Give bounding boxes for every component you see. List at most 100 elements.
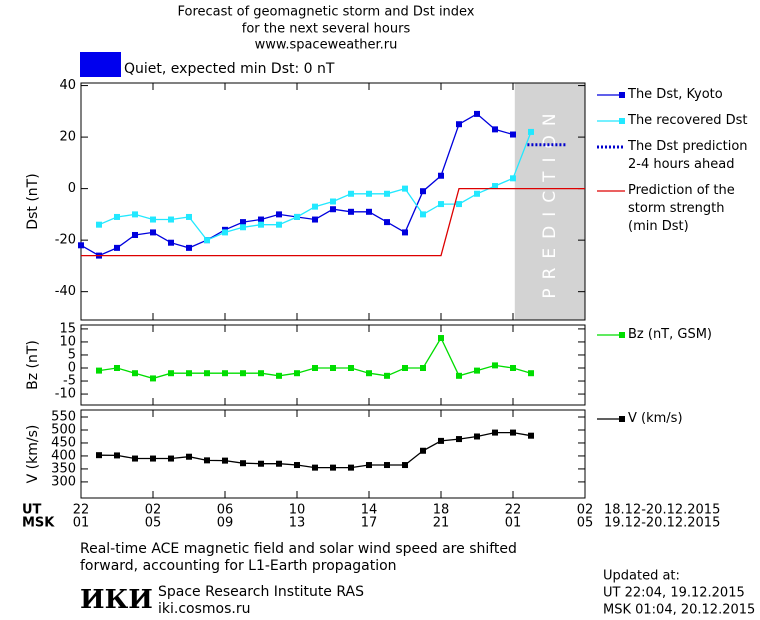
updated-msk: MSK 01:04, 20.12.2015 [603,603,755,618]
marker [186,213,192,220]
marker [312,464,318,471]
y-tick-label: 0 [68,181,76,196]
x-tick-label: 01 [73,516,90,531]
y-tick-label: 15 [59,321,76,336]
msk-label: MSK [22,516,55,531]
marker [348,364,354,371]
y-axis-label: V (km/s) [25,425,41,484]
marker [492,429,498,436]
x-tick-label: 13 [289,516,306,531]
x-tick-label: 05 [577,516,594,531]
institute: Space Research Institute RAS [158,584,364,600]
marker [456,436,462,443]
marker [420,211,426,218]
marker [420,364,426,371]
marker [384,190,390,197]
x-tick-label: 06 [217,503,234,518]
marker [492,183,498,190]
marker [258,370,264,377]
x-tick-label: 02 [145,503,162,518]
marker [132,211,138,218]
x-tick-label: 22 [505,503,522,518]
title-line: for the next several hours [242,22,411,37]
marker [384,462,390,469]
marker [330,198,336,205]
marker [366,462,372,469]
marker [348,464,354,471]
marker [240,460,246,467]
note-line: forward, accounting for L1-Earth propaga… [80,558,397,574]
marker [294,213,300,220]
marker [150,229,156,236]
marker [186,370,192,377]
marker [528,370,534,377]
marker [420,447,426,454]
marker [258,221,264,228]
y-tick-label: 20 [59,130,76,145]
marker [312,216,318,223]
marker [168,455,174,462]
legend-label: The Dst prediction 2-4 hours ahead [628,139,748,172]
msk-range: 19.12-20.12.2015 [604,516,720,531]
marker [96,221,102,228]
updated-ut: UT 22:04, 19.12.2015 [603,586,745,601]
marker [222,370,228,377]
marker [312,364,318,371]
legend-label: Bz (nT, GSM) [628,327,713,342]
y-tick-label: 40 [59,78,76,93]
marker [222,457,228,464]
marker [150,375,156,382]
marker [204,237,210,244]
legend-marker [619,332,625,338]
marker [510,429,516,436]
marker [186,453,192,460]
marker [132,231,138,238]
marker [96,367,102,374]
ut-label: UT [22,503,42,518]
marker [276,211,282,218]
website: iki.cosmos.ru [158,601,250,617]
marker [456,201,462,208]
x-tick-label: 21 [433,516,450,531]
y-axis-label: Bz (nT) [25,340,41,390]
marker [114,364,120,371]
marker [366,370,372,377]
marker [348,208,354,215]
y-tick-label: 500 [51,422,76,437]
ut-range: 18.12-20.12.2015 [604,503,720,518]
marker [294,462,300,469]
legend-marker [619,92,625,98]
marker [366,208,372,215]
marker [132,370,138,377]
legend-label: Prediction of the storm strength (min Ds… [628,183,735,234]
marker [510,131,516,138]
marker [240,224,246,231]
marker [240,219,246,226]
legend-marker [619,416,625,422]
y-tick-label: 300 [51,474,76,489]
marker [456,372,462,379]
marker [492,362,498,369]
title-line: www.spaceweather.ru [255,38,398,53]
prediction-zone [514,83,585,320]
plot-frame [80,409,586,499]
x-tick-label: 09 [217,516,234,531]
marker [312,203,318,210]
x-tick-label: 10 [289,503,306,518]
marker [474,433,480,440]
marker [204,457,210,464]
marker [168,239,174,246]
marker [474,190,480,197]
y-tick-label: 0 [68,360,76,375]
x-tick-label: 01 [505,516,522,531]
y-tick-label: -10 [55,387,76,402]
marker [456,121,462,128]
marker [204,370,210,377]
note-line: Real-time ACE magnetic field and solar w… [80,541,517,557]
marker [366,190,372,197]
x-tick-label: 14 [361,503,378,518]
series-line [80,113,514,257]
marker [402,462,408,469]
legend-marker [619,118,625,124]
